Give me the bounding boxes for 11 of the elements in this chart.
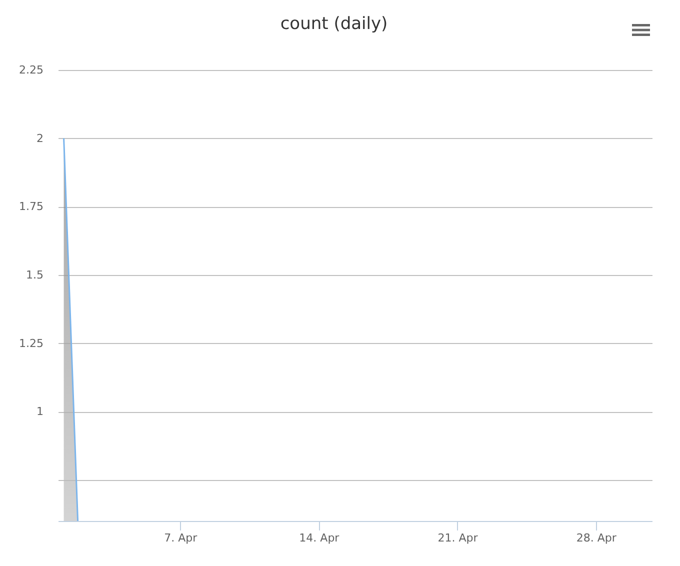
- x-tick-label: 28. Apr: [576, 532, 617, 544]
- y-tick-label: 1.25: [19, 336, 44, 350]
- y-tick-label: 2: [36, 132, 44, 145]
- x-tick-label: 14. Apr: [299, 532, 340, 544]
- chart-title: count (daily): [280, 14, 388, 34]
- y-tick-label: 1.75: [19, 200, 44, 214]
- y-tick-label: 1: [36, 405, 44, 418]
- y-tick-label: 1.5: [26, 268, 44, 282]
- x-tick-label: 21. Apr: [438, 532, 478, 544]
- x-tick-label: 7. Apr: [164, 532, 198, 544]
- y-tick-label: 2.25: [19, 64, 44, 76]
